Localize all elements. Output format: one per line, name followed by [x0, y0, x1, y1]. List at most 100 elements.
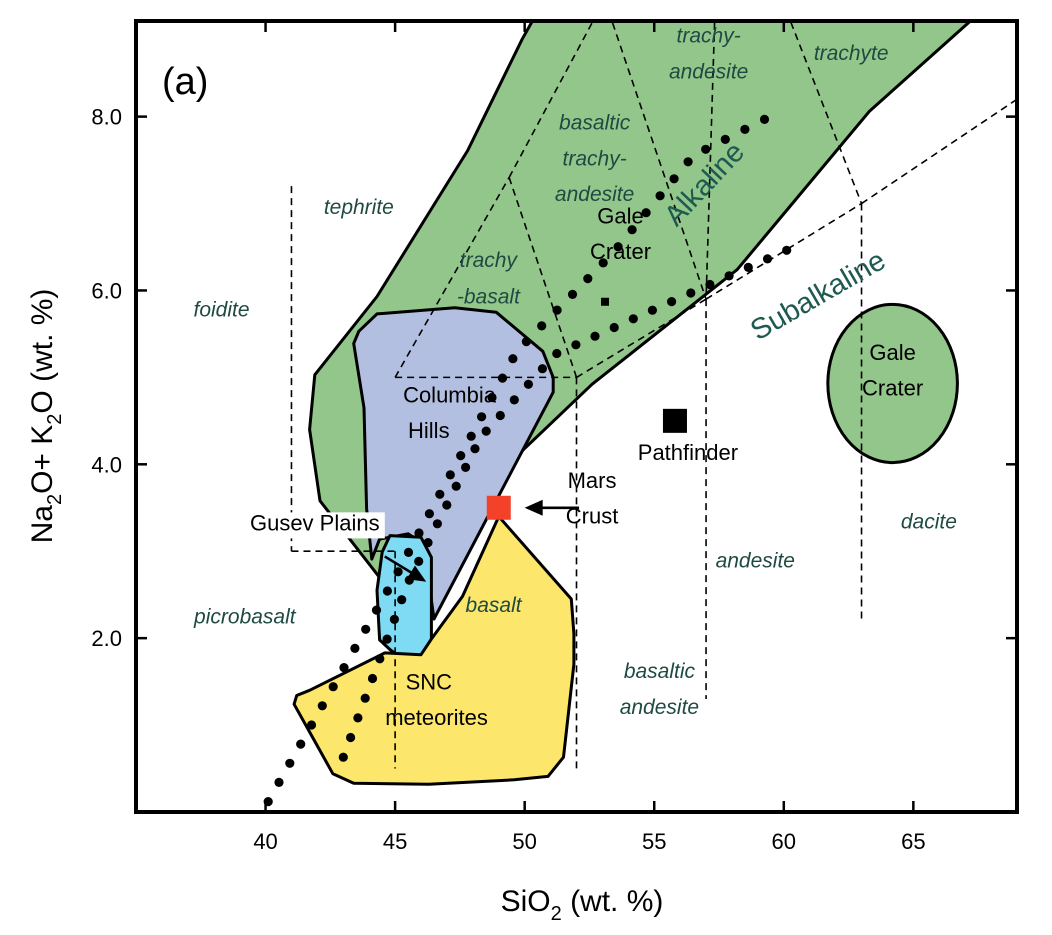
alkaline-trend-dot	[435, 489, 445, 499]
alkaline-trend-dot	[720, 134, 730, 144]
x-tick-label: 65	[901, 829, 925, 854]
alkaline-trend-dot	[740, 124, 750, 134]
subalkaline-trend-dot	[523, 379, 534, 389]
alkaline-trend-dot	[456, 451, 466, 461]
subalkaline-trend-dot	[360, 693, 370, 703]
x-tick-label: 50	[512, 829, 536, 854]
subalkaline-trend-dot	[509, 395, 519, 405]
field-boundary-line	[394, 177, 510, 378]
subalkaline-trend-dot	[481, 426, 491, 436]
alkaline-trend-dot	[274, 777, 284, 788]
y-tick-label: 8.0	[91, 105, 122, 130]
subalkaline-trend-dot	[495, 410, 505, 421]
alkaline-trend-dot	[537, 321, 547, 331]
alkaline-trend-dot	[583, 274, 593, 284]
alkaline-trend-dot	[598, 258, 608, 268]
field-label: trachy-	[677, 25, 741, 48]
region-label: meteorites	[385, 705, 488, 730]
alkaline-trend-dot	[497, 373, 508, 383]
alkaline-trend-dot	[477, 412, 487, 422]
subalkaline-trend-dot	[686, 288, 696, 298]
snc-meteorites	[292, 515, 576, 786]
field-label: andesite	[716, 550, 795, 573]
subalkaline-trend-dot	[338, 752, 348, 762]
subalkaline-trend-dot	[461, 462, 471, 472]
subalkaline-trend-dot	[451, 481, 461, 491]
alkaline-trend-dot	[508, 354, 518, 364]
x-tick-label: 60	[772, 829, 796, 854]
field-boundary-line	[611, 21, 707, 300]
alkaline-trend-dot	[339, 663, 349, 673]
subalkaline-trend-dot	[552, 348, 562, 359]
field-label: andesite	[620, 696, 699, 719]
x-axis-title: SiO2 (wt. %)	[501, 885, 664, 925]
alkaline-trend-dot	[285, 758, 295, 768]
alkaline-trend-dot	[403, 547, 414, 558]
subalkaline-trend-dot	[705, 279, 715, 290]
field-label: dacite	[901, 511, 957, 534]
field-label: trachyte	[814, 42, 889, 65]
subalkaline-trend-dot	[782, 245, 792, 255]
region-label: Pathfinder	[638, 440, 738, 465]
field-boundary-line	[705, 202, 862, 300]
subalkaline-trend-dot	[353, 713, 363, 723]
panel-label: (a)	[162, 61, 208, 103]
region-label: Crater	[862, 376, 923, 401]
subalkaline-trend-dot	[442, 500, 452, 510]
subalkaline-trend-dot	[470, 444, 480, 454]
subalkaline-trend-dot	[609, 322, 619, 333]
alkaline-trend-dot	[371, 605, 382, 615]
alkaline-trend-dot	[328, 682, 338, 692]
region-label: Gusev Plains	[250, 510, 380, 535]
mars-crust-marker	[486, 495, 511, 520]
alkaline-trend-dot	[361, 624, 371, 634]
alkaline-trend-dot	[466, 431, 476, 441]
y-tick-label: 6.0	[91, 278, 122, 303]
alkaline-trend-dot	[669, 174, 679, 184]
subalkaline-trend-dot	[724, 271, 734, 281]
field-label: basalt	[466, 594, 523, 617]
field-label: trachy	[460, 249, 519, 272]
alkaline-trend-dot	[552, 305, 562, 315]
alkaline-trend-dot	[701, 144, 711, 154]
subalkaline-trend-dot	[743, 262, 753, 272]
subalkaline-trend-dot	[590, 331, 600, 341]
alkaline-trend-dot	[567, 289, 578, 299]
alkaline-trend-dot	[759, 114, 770, 124]
alkaline-trend-dot	[414, 528, 424, 538]
field-boundary-line	[576, 298, 707, 379]
small-marker	[601, 297, 610, 306]
region-label: Gale	[597, 204, 643, 229]
y-axis-title: Na2O+ K2O (wt. %)	[26, 289, 66, 544]
x-tick-label: 45	[383, 829, 407, 854]
x-tick-label: 40	[253, 829, 277, 854]
annotation-arrow-head	[524, 499, 543, 516]
field-boundary-line	[789, 21, 863, 204]
alkaline-trend-dot	[487, 392, 497, 403]
annotation-arrow-head	[406, 565, 427, 582]
y-tick-label: 2.0	[91, 626, 122, 651]
alkaline-trend-dot	[317, 701, 327, 711]
subalkaline-trend-dot	[762, 254, 773, 264]
alkaline-trend-dot	[683, 157, 693, 167]
alkaline-trend-dot	[382, 586, 392, 596]
alkaline-trend-dot	[641, 208, 651, 218]
subalkaline-trend-dot	[382, 634, 392, 644]
subalkaline-trend-dot	[389, 614, 399, 625]
region-label: Columbia	[403, 383, 497, 408]
alkaline-trend-dot	[613, 242, 623, 252]
alkaline-trend-dot	[393, 567, 403, 577]
x-tick-label: 55	[642, 829, 666, 854]
subalkaline-trend-dot	[647, 305, 658, 315]
subalkaline-trend-dot	[628, 314, 638, 324]
alkaline-trend-dot	[296, 739, 306, 749]
alkaline-trend-dot	[627, 225, 637, 235]
field-boundary-line	[508, 21, 594, 178]
y-tick-label: 4.0	[91, 452, 122, 477]
alkaline-trend-dot	[445, 470, 455, 480]
subalkaline-trend-dot	[423, 538, 433, 548]
subalkaline-trend-dot	[397, 595, 407, 605]
subalkaline-trend-dot	[571, 340, 581, 350]
region-label: Gale	[869, 340, 915, 365]
